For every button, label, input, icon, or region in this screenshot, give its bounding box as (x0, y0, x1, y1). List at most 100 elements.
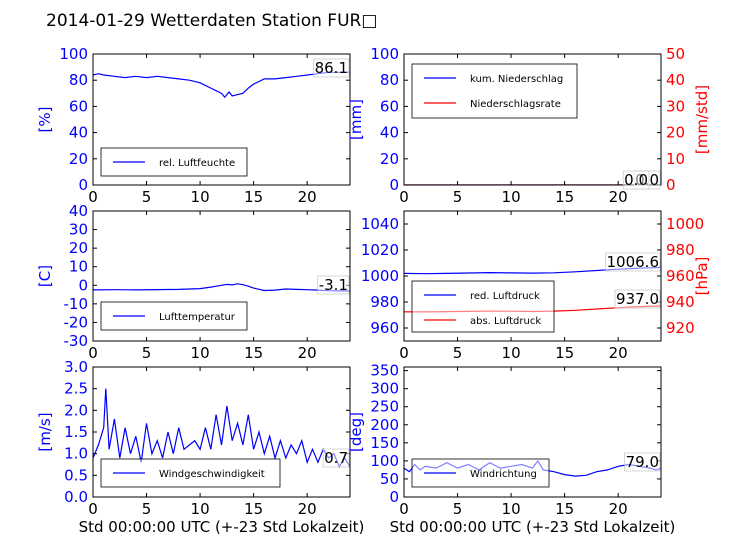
legend-label: kum. Niederschlag (470, 74, 563, 85)
x-tick-label: 10 (502, 500, 521, 518)
value-label-box (614, 289, 661, 309)
x-tick-label: 20 (298, 344, 317, 362)
y-tick-label: -10 (64, 295, 89, 313)
x-tick-label: 0 (88, 344, 98, 362)
y-tick-label: 80 (380, 71, 399, 89)
y2-axis-label: [mm/std] (693, 85, 711, 154)
x-tick-label: 5 (142, 500, 152, 518)
legend-label: abs. Luftdruck (470, 316, 541, 327)
x-tick-label: 0 (399, 344, 409, 362)
y-tick-label: 30 (69, 221, 88, 239)
series-line-temperature-0 (93, 283, 350, 292)
legend-box (411, 63, 578, 119)
x-tick-label: 20 (609, 500, 628, 518)
y-tick-label: 350 (370, 362, 399, 380)
x-tick-label: 20 (298, 500, 317, 518)
y-tick-label: 20 (69, 150, 88, 168)
x-tick-label: 10 (191, 188, 210, 206)
y-tick-label: 0 (78, 276, 88, 294)
x-tick-label: 15 (555, 500, 574, 518)
x-tick-label: 15 (555, 344, 574, 362)
x-tick-label: 5 (142, 344, 152, 362)
value-label-box (622, 170, 650, 190)
y-tick-label: 2.5 (64, 380, 88, 398)
y2-axis-label: [hPa] (693, 257, 711, 296)
legend-label: Windrichtung (470, 469, 537, 480)
y2-tick-label: 50 (666, 45, 685, 63)
y-tick-label: 0 (389, 176, 399, 194)
value-label-box (317, 275, 350, 295)
value-label: 0.0 (624, 171, 648, 189)
series-line-wind-speed-0 (93, 388, 350, 469)
value-label: 1006.6 (607, 253, 660, 271)
y-tick-label: 150 (370, 434, 399, 452)
legend: Windrichtung (411, 458, 550, 488)
y-tick-label: 40 (69, 124, 88, 142)
y-axis-label: [%] (36, 107, 54, 133)
plot-frame (92, 210, 351, 342)
x-tick-label: 10 (502, 188, 521, 206)
y-tick-label: 20 (69, 239, 88, 257)
y2-tick-label: 920 (666, 319, 695, 337)
y-tick-label: 980 (370, 293, 399, 311)
panel-humidity: 0 5 10 15 20 0 20 40 60 80 100 [%] rel. Luftfeuchte 8… (36, 45, 351, 206)
y2-tick-label: 980 (666, 241, 695, 259)
x-tick-label: 15 (244, 188, 263, 206)
y-tick-label: 0 (389, 488, 399, 506)
value-label-box (322, 448, 350, 468)
y-axis-label: [m/s] (36, 412, 54, 451)
y-tick-label: 300 (370, 380, 399, 398)
y-tick-label: 60 (69, 97, 88, 115)
figure-title: 2014-01-29 Wetterdaten Station FUR□ (46, 11, 377, 31)
y-tick-label: 3.0 (64, 358, 88, 376)
legend-label: Lufttemperatur (159, 312, 236, 323)
y-axis-label: [C] (36, 265, 54, 287)
plot-frame (92, 53, 351, 186)
x-tick-label: 0 (88, 500, 98, 518)
legend: Lufttemperatur (100, 301, 248, 331)
legend: kum. Niederschlag Niederschlagsrate (411, 63, 578, 119)
x-tick-label: 10 (191, 344, 210, 362)
y-tick-label: 60 (380, 97, 399, 115)
y-tick-label: 1020 (361, 241, 399, 259)
y-tick-label: -20 (64, 313, 89, 331)
legend-box (411, 458, 550, 488)
y2-tick-label: 960 (666, 267, 695, 285)
panel-wind-speed: 0 5 10 15 20 0.0 0.5 1.0 1.5 2.0 2.5 3.0 [m/s] Std 00… (36, 358, 364, 536)
plot-frame (403, 366, 662, 498)
legend-label: Niederschlagsrate (470, 99, 561, 110)
y2-tick-label: 40 (666, 71, 685, 89)
y-tick-label: 2.0 (64, 401, 88, 419)
value-label: 937.0 (616, 290, 659, 308)
x-tick-label: 20 (298, 188, 317, 206)
y-tick-label: 960 (370, 319, 399, 337)
x-tick-label: 0 (399, 188, 409, 206)
panel-precipitation: 0 5 10 15 20 0 20 40 60 80 100 0 10 20 30 40 50 [mm] [mm/s… (347, 45, 711, 206)
y-tick-label: 100 (370, 45, 399, 63)
legend-label: Windgeschwindigkeit (159, 469, 265, 480)
y-tick-label: 0.5 (64, 466, 88, 484)
value-label-box (313, 58, 350, 78)
value-label: 86.1 (315, 59, 348, 77)
y-tick-label: 1.5 (64, 423, 88, 441)
value-label-box (624, 452, 661, 472)
y-tick-label: 40 (380, 124, 399, 142)
x-tick-label: 0 (88, 188, 98, 206)
legend: red. Luftdruck abs. Luftdruck (411, 280, 555, 333)
y-tick-label: 100 (370, 452, 399, 470)
y-tick-label: 40 (69, 202, 88, 220)
y-tick-label: 10 (69, 258, 88, 276)
x-tick-label: 10 (502, 344, 521, 362)
legend: rel. Luftfeuchte (100, 147, 248, 177)
value-label-box (605, 252, 661, 272)
legend-box (100, 458, 281, 488)
y-tick-label: 20 (380, 150, 399, 168)
y2-tick-label: 10 (666, 150, 685, 168)
panel-temperature: 0 5 10 15 20-30-20-10010203040[C]Lufttempera… (36, 202, 351, 362)
legend-box (411, 280, 555, 333)
x-tick-label: 15 (555, 188, 574, 206)
x-tick-label: 10 (191, 500, 210, 518)
